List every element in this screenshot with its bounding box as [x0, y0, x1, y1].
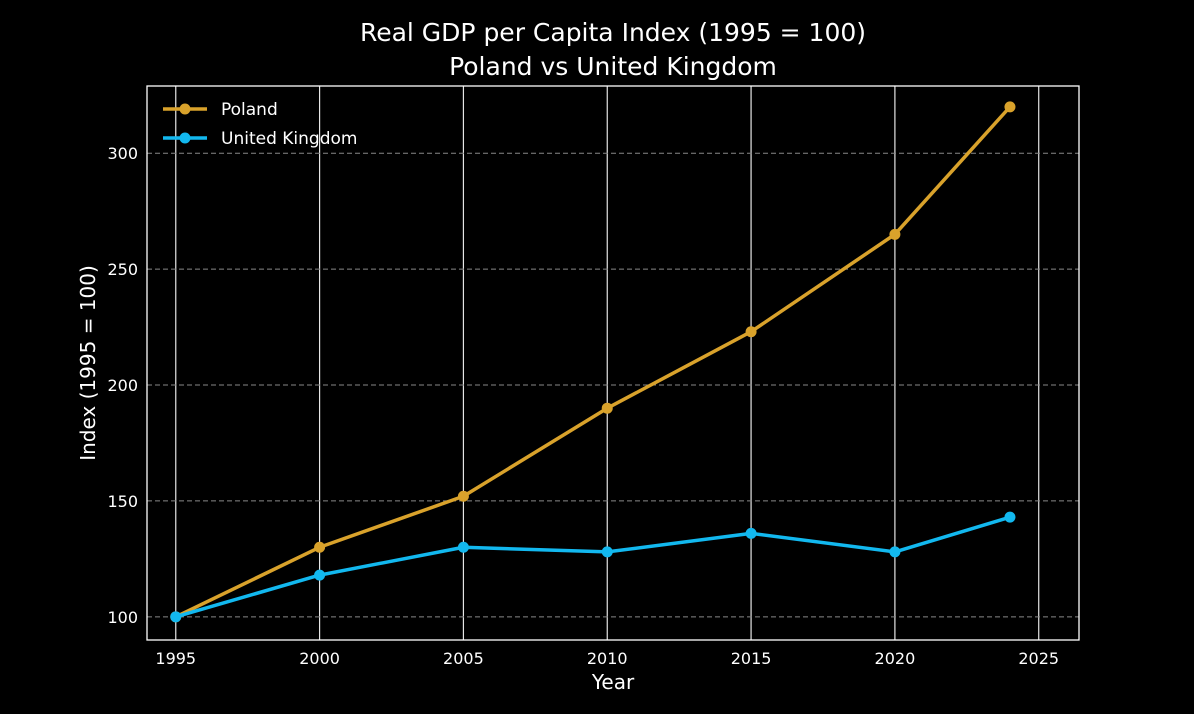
- plot-frame: [146, 85, 1080, 641]
- legend-marker: [179, 103, 191, 115]
- data-point: [889, 546, 901, 558]
- grid: [147, 86, 1079, 640]
- legend-label: United Kingdom: [221, 129, 357, 149]
- data-point: [601, 402, 613, 414]
- data-point: [601, 546, 613, 558]
- y-tick-label: 150: [107, 492, 138, 511]
- tick-labels: 1995 2000 2005 2010 2015 2020 2025 100 150 200 250…: [107, 144, 1059, 668]
- legend: Poland United Kingdom: [163, 100, 357, 149]
- series-line-united-kingdom: [175, 515, 1011, 619]
- data-point: [314, 541, 326, 553]
- chart-subtitle: Poland vs United Kingdom: [449, 52, 777, 81]
- data-point: [314, 569, 326, 581]
- data-point: [889, 228, 901, 240]
- series-layer: [170, 101, 1016, 623]
- x-tick-label: 2020: [875, 649, 916, 668]
- x-tick-label: 1995: [155, 649, 196, 668]
- data-point: [457, 541, 469, 553]
- data-point: [170, 611, 182, 623]
- y-axis-label: Index (1995 = 100): [76, 265, 100, 461]
- y-tick-label: 300: [107, 144, 138, 163]
- x-tick-label: 2010: [587, 649, 628, 668]
- x-tick-label: 2025: [1018, 649, 1059, 668]
- chart-title: Real GDP per Capita Index (1995 = 100): [360, 18, 866, 47]
- data-point: [1004, 101, 1016, 113]
- x-axis-label: Year: [591, 670, 635, 694]
- data-point: [457, 490, 469, 502]
- data-point: [745, 527, 757, 539]
- x-tick-label: 2000: [299, 649, 340, 668]
- data-point: [745, 326, 757, 338]
- y-tick-label: 250: [107, 260, 138, 279]
- y-tick-label: 100: [107, 608, 138, 627]
- y-tick-label: 200: [107, 376, 138, 395]
- x-tick-label: 2015: [731, 649, 772, 668]
- legend-label: Poland: [221, 100, 278, 120]
- x-tick-label: 2005: [443, 649, 484, 668]
- data-point: [1004, 511, 1016, 523]
- series-line-poland: [175, 105, 1012, 619]
- legend-marker: [179, 132, 191, 144]
